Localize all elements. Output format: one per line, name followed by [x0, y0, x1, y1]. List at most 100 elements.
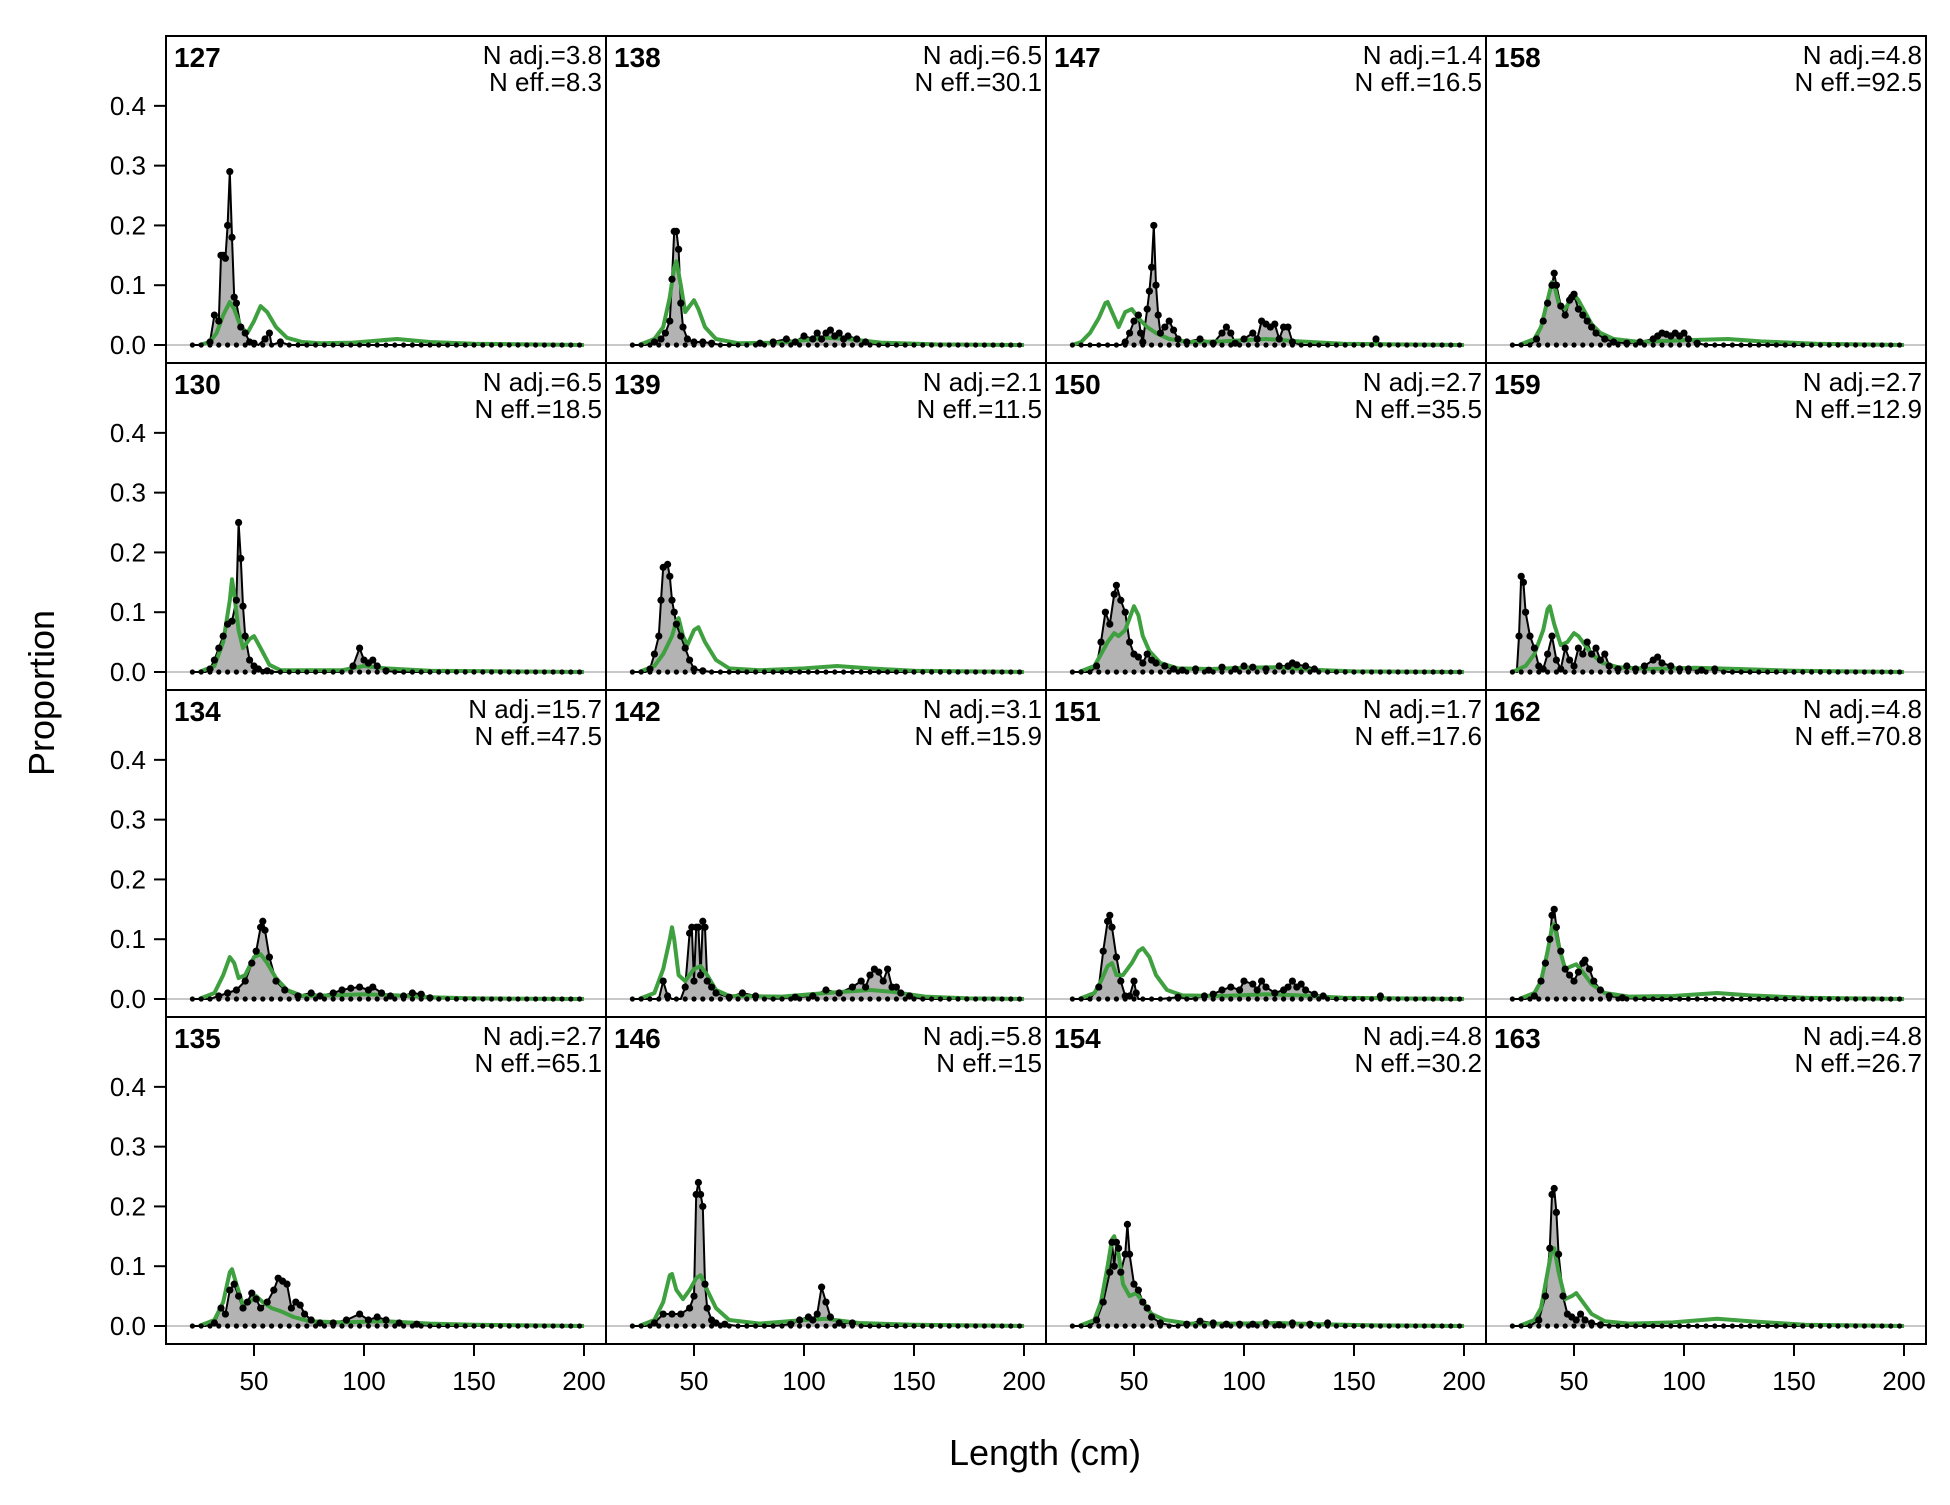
- y-tick-label: 0.0: [110, 657, 146, 687]
- zero-bin-point: [1351, 1323, 1357, 1329]
- panel-label: 150: [1054, 369, 1101, 400]
- zero-bin-point: [1430, 669, 1436, 675]
- observed-point: [683, 335, 692, 343]
- zero-bin-point: [1817, 669, 1823, 675]
- zero-bin-point: [770, 996, 776, 1002]
- observed-point: [1099, 947, 1107, 955]
- zero-bin-point: [1721, 342, 1727, 348]
- zero-bin-point: [1756, 669, 1762, 675]
- zero-bin-point: [691, 996, 697, 1002]
- zero-bin-point: [1571, 342, 1577, 348]
- zero-bin-point: [1369, 1323, 1375, 1329]
- zero-bin-point: [1580, 1323, 1586, 1329]
- observed-point: [1097, 638, 1105, 646]
- zero-bin-point: [1773, 1323, 1779, 1329]
- observed-point: [862, 338, 870, 346]
- zero-bin-point: [313, 342, 319, 348]
- zero-bin-point: [1307, 669, 1313, 675]
- zero-bin-point: [1659, 996, 1665, 1002]
- panel-n-eff: N eff.=35.5: [1355, 394, 1482, 424]
- zero-bin-point: [1747, 1323, 1753, 1329]
- observed-point: [1605, 662, 1613, 670]
- zero-bin-point: [682, 1323, 688, 1329]
- zero-bin-point: [911, 996, 917, 1002]
- observed-point: [1196, 1317, 1204, 1325]
- zero-bin-point: [1448, 996, 1454, 1002]
- panel-label: 151: [1054, 696, 1101, 727]
- zero-bin-point: [1078, 1323, 1084, 1329]
- zero-bin-point: [929, 996, 935, 1002]
- observed-point: [230, 293, 238, 301]
- observed-point: [1581, 1316, 1589, 1324]
- zero-bin-point: [981, 342, 988, 348]
- observed-point: [677, 1310, 685, 1318]
- observed-point: [818, 1283, 826, 1291]
- zero-bin-point: [1105, 342, 1111, 348]
- observed-point: [1249, 980, 1257, 988]
- zero-bin-point: [955, 342, 961, 348]
- observed-point: [1134, 1286, 1142, 1294]
- zero-bin-point: [568, 996, 574, 1002]
- observed-point: [1093, 662, 1101, 670]
- observed-point: [1218, 663, 1226, 671]
- zero-bin-point: [1149, 996, 1155, 1002]
- panel-n-eff: N eff.=30.2: [1355, 1048, 1482, 1078]
- zero-bin-point: [761, 669, 768, 675]
- observed-point: [738, 989, 747, 997]
- observed-point: [1561, 311, 1569, 319]
- zero-bin-point: [1659, 669, 1665, 675]
- zero-bin-point: [304, 342, 310, 348]
- zero-bin-point: [1175, 669, 1181, 675]
- zero-bin-point: [955, 669, 961, 675]
- panel-127: 127 N adj.=3.8N eff.=8.3: [165, 35, 607, 364]
- zero-bin-point: [814, 1323, 820, 1329]
- zero-bin-point: [1826, 996, 1832, 1002]
- zero-bin-point: [1316, 342, 1322, 348]
- zero-bin-point: [541, 1323, 548, 1329]
- observed-point: [1698, 666, 1706, 674]
- zero-bin-point: [1298, 1323, 1304, 1329]
- zero-bin-point: [770, 1323, 776, 1329]
- observed-point: [668, 596, 676, 604]
- zero-bin-point: [665, 342, 671, 348]
- observed-point: [853, 335, 861, 343]
- observed-point: [217, 1304, 225, 1312]
- observed-point: [1249, 663, 1257, 671]
- zero-bin-point: [937, 669, 944, 675]
- zero-bin-point: [1184, 996, 1190, 1002]
- observed-point: [1253, 335, 1261, 343]
- observed-point: [1302, 662, 1310, 670]
- zero-bin-point: [999, 996, 1005, 1002]
- observed-point: [287, 1304, 295, 1312]
- observed-point: [672, 227, 681, 236]
- zero-bin-point: [1536, 342, 1542, 348]
- zero-bin-point: [867, 996, 873, 1002]
- y-tick-label: 0.2: [110, 210, 146, 240]
- observed-point: [813, 1310, 821, 1318]
- zero-bin-point: [1395, 996, 1401, 1002]
- zero-bin-point: [1589, 669, 1595, 675]
- observed-point: [1561, 965, 1569, 973]
- zero-bin-point: [321, 1323, 327, 1329]
- observed-point: [241, 977, 249, 985]
- zero-bin-point: [1201, 669, 1207, 675]
- zero-bin-point: [920, 342, 926, 348]
- zero-bin-point: [1078, 342, 1084, 348]
- observed-point: [224, 989, 232, 997]
- zero-bin-point: [1377, 342, 1383, 348]
- zero-bin-point: [1210, 669, 1216, 675]
- zero-bin-point: [1817, 342, 1823, 348]
- zero-bin-point: [1069, 669, 1075, 675]
- zero-bin-point: [269, 669, 275, 675]
- zero-bin-point: [788, 996, 794, 1002]
- observed-point: [1152, 659, 1160, 667]
- zero-bin-point: [814, 996, 820, 1002]
- zero-bin-point: [1113, 342, 1119, 348]
- observed-point: [809, 1316, 817, 1324]
- zero-bin-point: [647, 342, 653, 348]
- zero-bin-point: [453, 1323, 459, 1329]
- zero-bin-point: [1853, 1323, 1859, 1329]
- zero-bin-point: [1888, 996, 1894, 1002]
- observed-point: [1570, 662, 1578, 670]
- zero-bin-point: [489, 996, 495, 1002]
